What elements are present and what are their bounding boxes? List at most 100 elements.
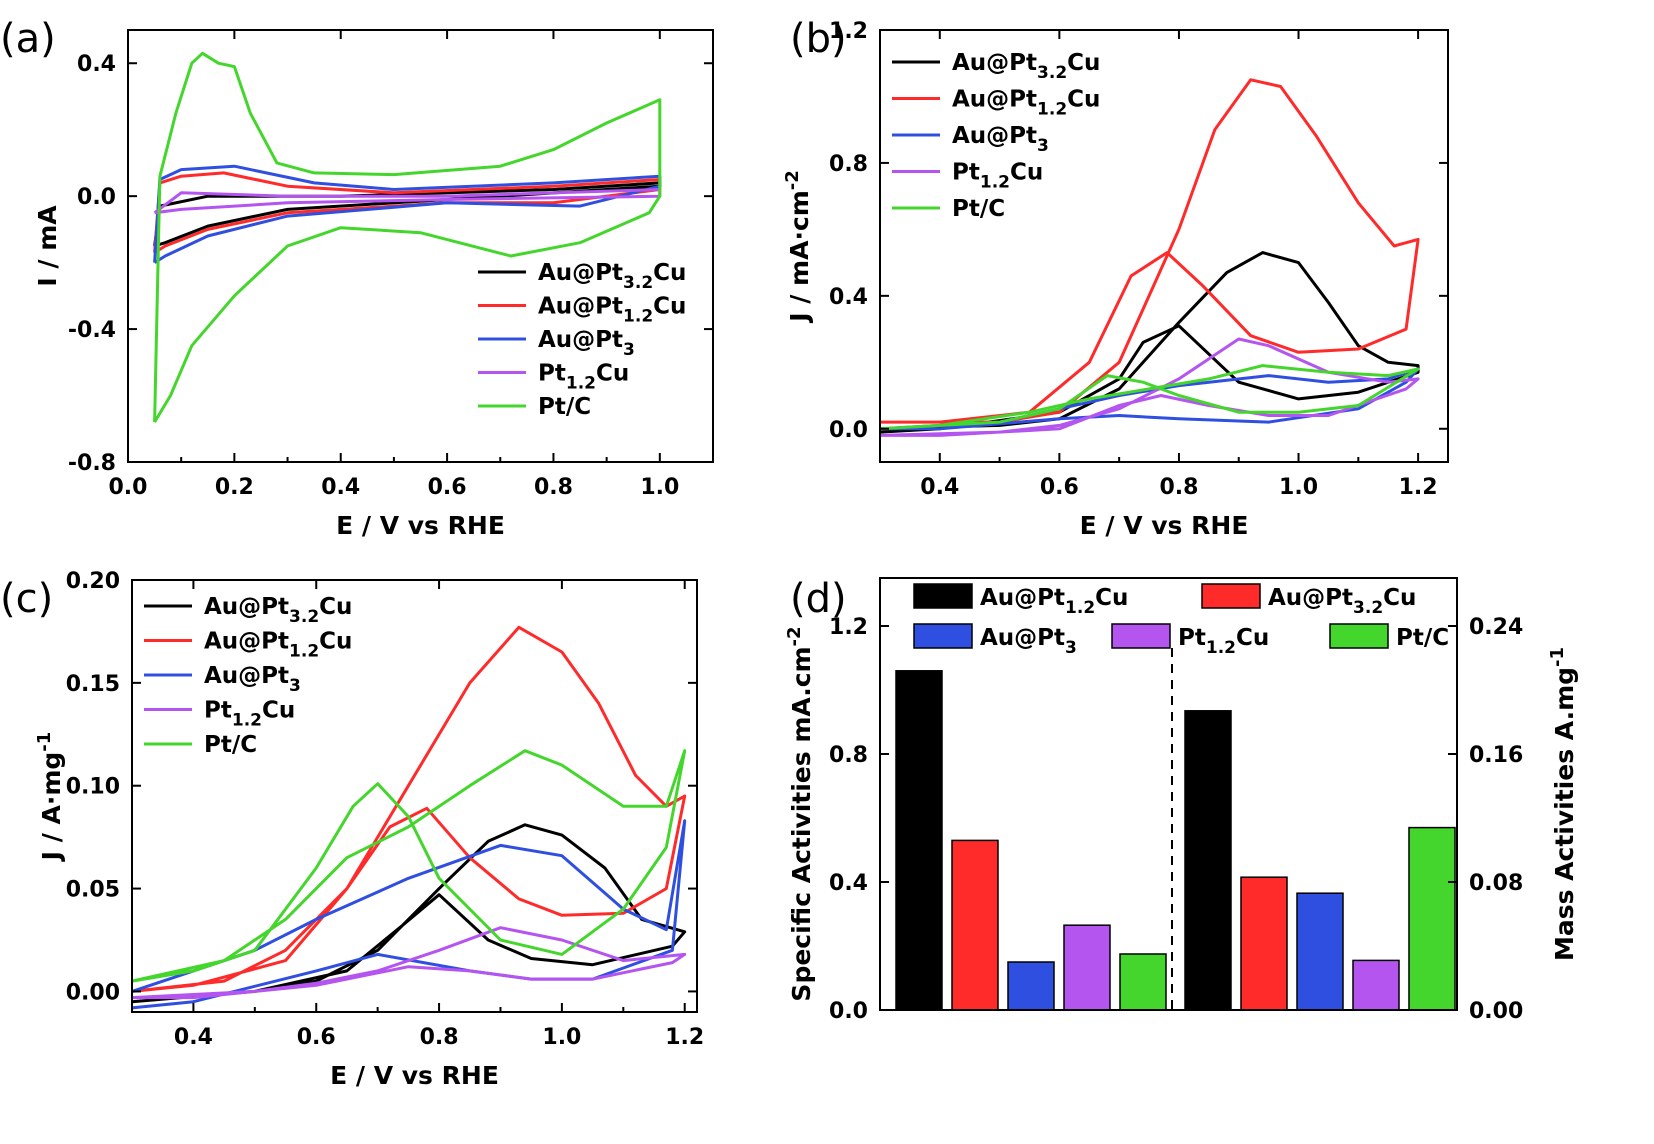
bar-mass-0 xyxy=(1184,710,1232,1011)
x-tick-label-a: 0.2 xyxy=(215,475,254,500)
legend-label-a: Au@Pt3.2Cu xyxy=(538,260,686,293)
series-line-a-4 xyxy=(153,51,662,423)
y-tick-label-a: 0.4 xyxy=(77,52,116,77)
legend-label-d: Au@Pt1.2Cu xyxy=(980,585,1128,618)
legend-label-b: Au@Pt3 xyxy=(952,123,1049,156)
bar-specific-3 xyxy=(1063,924,1111,1011)
y-tick-label-b: 0.8 xyxy=(829,152,868,177)
legend-label-a: Au@Pt1.2Cu xyxy=(538,294,686,327)
y-tick-label-c: 0.00 xyxy=(66,980,120,1005)
legend-label-b: Au@Pt1.2Cu xyxy=(952,87,1100,120)
bar-specific-4 xyxy=(1119,953,1167,1011)
series-line-c-0 xyxy=(131,823,687,1004)
y-tick-label-d: 0.0 xyxy=(829,999,868,1024)
bar-specific-2 xyxy=(1007,961,1055,1011)
y-tick-label-c: 0.20 xyxy=(66,569,120,594)
y-tick-label-a: 0.0 xyxy=(77,185,116,210)
series-line-c-3 xyxy=(131,926,687,1000)
x-tick-label-a: 1.0 xyxy=(640,475,679,500)
x-tick-label-a: 0.8 xyxy=(534,475,573,500)
legend-label-d: Pt1.2Cu xyxy=(1178,625,1269,658)
legend-label-a: Au@Pt3 xyxy=(538,327,635,360)
y2-tick-label-d: 0.08 xyxy=(1469,871,1523,896)
legend-label-c: Pt1.2Cu xyxy=(204,698,295,731)
y2-axis-title-d: Mass Activities A.mg-1 xyxy=(1547,647,1579,961)
x-tick-label-a: 0.4 xyxy=(321,475,360,500)
x-tick-label-c: 0.6 xyxy=(297,1025,336,1050)
bar-specific-1 xyxy=(951,839,999,1011)
legend-label-c: Au@Pt3.2Cu xyxy=(204,594,352,627)
y-tick-label-d: 1.2 xyxy=(829,615,868,640)
series-line-c-4 xyxy=(131,749,687,983)
y-tick-label-a: -0.8 xyxy=(68,451,116,476)
x-tick-label-c: 1.0 xyxy=(542,1025,581,1050)
y-axis-title-a: I / mA xyxy=(33,205,62,287)
panel-label-a: (a) xyxy=(0,16,56,62)
bar-mass-3 xyxy=(1352,959,1400,1011)
series-line-c-1 xyxy=(131,625,687,993)
x-axis-title-a: E / V vs RHE xyxy=(336,511,505,540)
legend-swatch-d xyxy=(913,583,973,609)
y-tick-label-c: 0.15 xyxy=(66,672,120,697)
panel-label-b: (b) xyxy=(790,16,847,62)
series-line-b-3 xyxy=(879,337,1420,437)
x-tick-label-b: 0.4 xyxy=(920,475,959,500)
legend-label-c: Pt/C xyxy=(204,732,257,758)
bar-specific-0 xyxy=(895,670,943,1011)
legend-label-d: Au@Pt3 xyxy=(980,625,1077,658)
y-tick-label-a: -0.4 xyxy=(68,318,116,343)
series-line-b-0 xyxy=(879,251,1420,434)
y2-tick-label-d: 0.00 xyxy=(1469,999,1523,1024)
panel-b-lsv-plot: 0.4 0.6 0.8 1.0 1.2 0.0 0.4 0.8 1.2 E / V vs RHE J… xyxy=(782,19,1449,540)
y-tick-label-c: 0.05 xyxy=(66,878,120,903)
x-tick-label-b: 0.6 xyxy=(1040,475,1079,500)
x-axis-title-c: E / V vs RHE xyxy=(330,1061,499,1090)
x-tick-label-a: 0.6 xyxy=(428,475,467,500)
series-line-c-2 xyxy=(131,819,687,1010)
legend-label-c: Au@Pt3 xyxy=(204,663,301,696)
legend-label-b: Pt/C xyxy=(952,196,1005,222)
x-tick-label-b: 0.8 xyxy=(1159,475,1198,500)
x-tick-label-c: 1.2 xyxy=(665,1025,704,1050)
y-tick-label-b: 0.4 xyxy=(829,285,868,310)
plot-frame-d xyxy=(879,577,1458,1011)
legend-label-b: Au@Pt3.2Cu xyxy=(952,50,1100,83)
legend-label-d: Au@Pt3.2Cu xyxy=(1268,585,1416,618)
y-axis-title-d: Specific Activities mA.cm-2 xyxy=(784,626,816,1001)
legend-label-a: Pt/C xyxy=(538,394,591,420)
legend-label-c: Au@Pt1.2Cu xyxy=(204,629,352,662)
x-axis-title-b: E / V vs RHE xyxy=(1080,511,1249,540)
bar-mass-4 xyxy=(1408,826,1456,1011)
series-line-b-4 xyxy=(879,364,1420,431)
panel-a-cv-plot: 0.0 0.2 0.4 0.6 0.8 1.0 -0.8 -0.4 0.0 0.4 E / V vs… xyxy=(33,29,714,540)
y-tick-label-b: 1.2 xyxy=(829,19,868,44)
legend-label-a: Pt1.2Cu xyxy=(538,361,629,394)
plot-frame-a xyxy=(127,29,714,463)
legend-label-b: Pt1.2Cu xyxy=(952,160,1043,193)
plot-frame-c xyxy=(131,579,698,1013)
legend-label-d: Pt/C xyxy=(1396,625,1449,651)
bar-mass-2 xyxy=(1296,892,1344,1011)
panel-label-d: (d) xyxy=(790,576,847,622)
legend-swatch-d xyxy=(1201,583,1261,609)
plot-frame-b xyxy=(879,29,1449,463)
y-tick-label-d: 0.4 xyxy=(829,871,868,896)
legend-swatch-d xyxy=(913,623,973,649)
x-tick-label-c: 0.8 xyxy=(420,1025,459,1050)
legend-swatch-d xyxy=(1111,623,1171,649)
y-tick-label-d: 0.8 xyxy=(829,743,868,768)
legend-swatch-d xyxy=(1329,623,1389,649)
y2-tick-label-d: 0.16 xyxy=(1469,743,1523,768)
x-tick-label-b: 1.2 xyxy=(1399,475,1438,500)
panel-label-c: (c) xyxy=(0,576,53,622)
y-tick-label-b: 0.0 xyxy=(829,418,868,443)
y2-tick-label-d: 0.24 xyxy=(1469,615,1523,640)
series-line-b-1 xyxy=(880,78,1420,424)
x-tick-label-a: 0.0 xyxy=(109,475,148,500)
bar-mass-1 xyxy=(1240,876,1288,1011)
y-axis-title-c: J / A·mg-1 xyxy=(34,732,66,863)
x-tick-label-c: 0.4 xyxy=(174,1025,213,1050)
y-tick-label-c: 0.10 xyxy=(66,775,120,800)
y-axis-title-b: J / mA·cm-2 xyxy=(782,170,814,324)
